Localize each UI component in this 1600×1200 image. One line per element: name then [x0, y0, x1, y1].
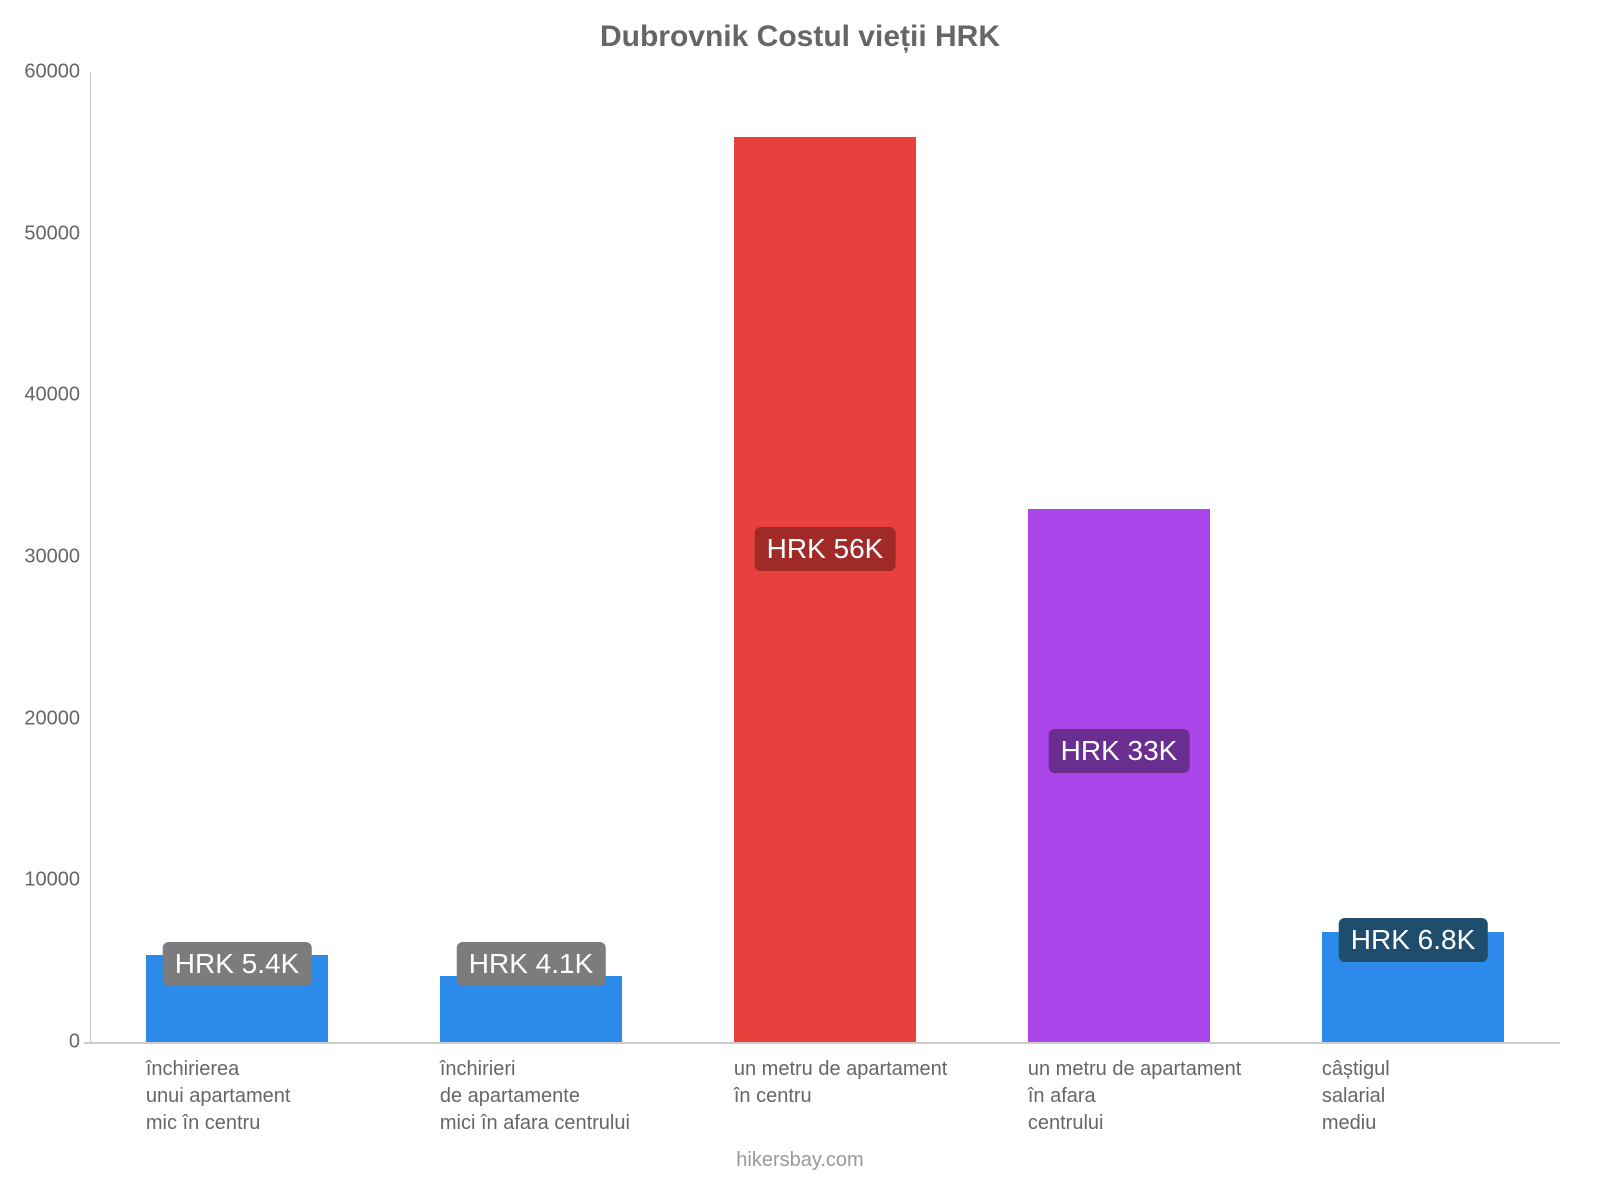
y-tick-label: 0: [69, 1031, 90, 1054]
chart-title: Dubrovnik Costul vieții HRK: [0, 20, 1600, 54]
bar-value-label: HRK 33K: [1049, 729, 1190, 773]
plot-area: 0100002000030000400005000060000HRK 5.4Kî…: [90, 72, 1560, 1042]
y-tick-label: 30000: [24, 546, 90, 569]
y-tick-label: 20000: [24, 707, 90, 730]
bar-value-label: HRK 56K: [755, 527, 896, 571]
x-category-label: câștigul salarial mediu: [1322, 1042, 1600, 1137]
bar: [734, 137, 916, 1042]
y-tick-label: 50000: [24, 222, 90, 245]
bar: [1028, 509, 1210, 1043]
x-category-label: un metru de apartament în centru: [734, 1042, 1057, 1110]
y-axis-line: [90, 72, 91, 1042]
bar-value-label: HRK 5.4K: [163, 942, 312, 986]
y-tick-label: 10000: [24, 869, 90, 892]
bar-value-label: HRK 6.8K: [1339, 918, 1488, 962]
bar-value-label: HRK 4.1K: [457, 942, 606, 986]
x-category-label: închirieri de apartamente mici în afara …: [440, 1042, 763, 1137]
y-tick-label: 60000: [24, 61, 90, 84]
y-tick-label: 40000: [24, 384, 90, 407]
chart-container: Dubrovnik Costul vieții HRK 010000200003…: [0, 0, 1600, 1200]
chart-footer: hikersbay.com: [0, 1149, 1600, 1172]
x-category-label: închirierea unui apartament mic în centr…: [146, 1042, 469, 1137]
x-category-label: un metru de apartament în afara centrulu…: [1028, 1042, 1351, 1137]
